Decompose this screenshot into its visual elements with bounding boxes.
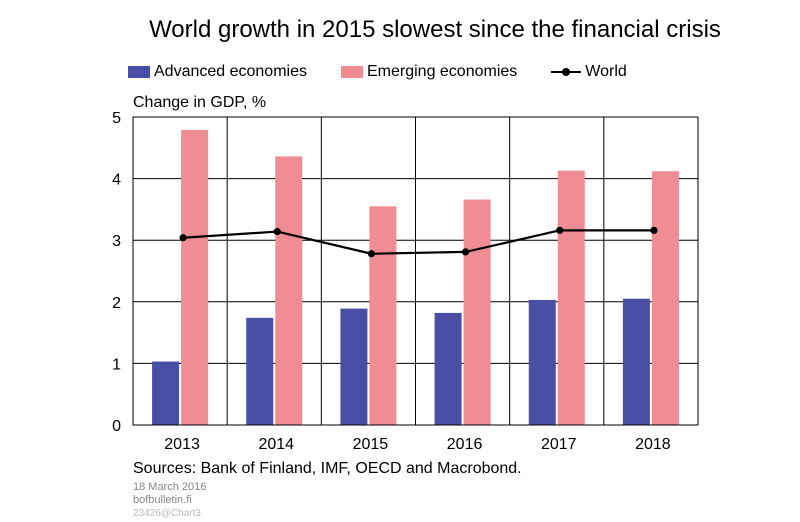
legend-swatch-emerging <box>340 66 363 78</box>
bar-advanced <box>622 298 650 425</box>
bar-advanced <box>340 308 368 425</box>
y-axis-label: Change in GDP, % <box>133 94 267 111</box>
bar-emerging <box>275 156 303 425</box>
publish-date: 18 March 2016 <box>133 481 207 493</box>
point-world <box>179 234 187 242</box>
bar-emerging <box>181 129 209 425</box>
legend-item-world: World <box>551 63 627 81</box>
legend-swatch-advanced <box>128 66 150 78</box>
y-tick-label: 0 <box>112 418 121 435</box>
y-tick-label: 4 <box>112 172 121 189</box>
x-tick-label: 2013 <box>164 436 200 453</box>
x-tick-label: 2015 <box>353 436 389 453</box>
x-tick-label: 2017 <box>541 436 577 453</box>
bar-emerging <box>651 171 679 425</box>
bar-emerging <box>463 199 491 425</box>
site-name: bofbulletin.fi <box>133 494 192 506</box>
point-world <box>273 227 281 236</box>
legend-label-advanced: Advanced economies <box>154 63 307 80</box>
chart-code: 23426@Chart3 <box>133 508 201 519</box>
bar-emerging <box>557 170 585 425</box>
point-world <box>650 226 658 234</box>
x-tick-label: 2014 <box>258 436 294 453</box>
x-tick-label: 2016 <box>447 436 483 453</box>
line-world <box>183 229 654 255</box>
bar-advanced <box>152 361 180 425</box>
point-world <box>367 250 376 258</box>
chart-title: World growth in 2015 slowest since the f… <box>149 16 721 43</box>
y-tick-label: 2 <box>112 295 121 312</box>
point-world <box>461 248 470 256</box>
x-tick-label: 2018 <box>635 436 671 453</box>
y-tick-label: 1 <box>112 356 121 373</box>
bar-emerging <box>369 206 397 425</box>
y-tick-label: 3 <box>112 233 121 250</box>
point-world <box>556 226 564 234</box>
legend-swatch-world <box>551 66 582 78</box>
legend-label-emerging: Emerging economies <box>366 63 518 80</box>
bar-advanced <box>246 317 274 425</box>
y-tick-label: 5 <box>112 110 121 127</box>
legend-item-emerging: Emerging economies <box>340 63 518 81</box>
chart-legend: Advanced economies Emerging economies Wo… <box>128 62 661 82</box>
legend-label-world: World <box>585 63 627 80</box>
bar-advanced <box>528 299 556 425</box>
sources-note: Sources: Bank of Finland, IMF, OECD and … <box>133 460 522 477</box>
plot-frame <box>132 116 699 426</box>
legend-item-advanced: Advanced economies <box>128 63 307 81</box>
bar-advanced <box>434 312 462 425</box>
